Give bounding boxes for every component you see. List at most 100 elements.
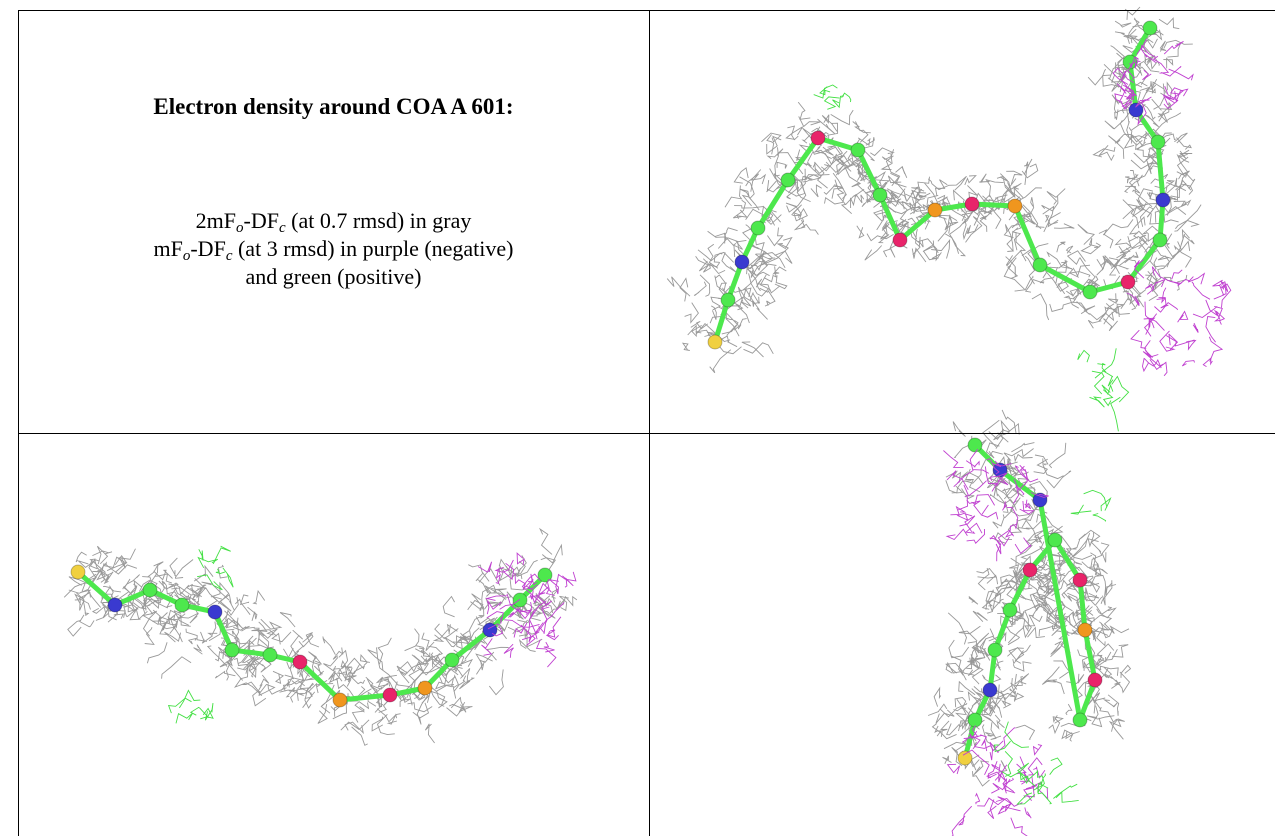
density-mesh: [1086, 588, 1102, 606]
difference-mesh-negative: [1182, 361, 1194, 366]
density-mesh: [1073, 534, 1086, 549]
density-mesh: [175, 560, 193, 579]
density-mesh: [742, 342, 764, 357]
difference-mesh-negative: [954, 470, 974, 486]
difference-mesh-negative: [1206, 317, 1216, 343]
atom: [383, 688, 397, 702]
atom: [418, 681, 432, 695]
difference-mesh-negative: [1171, 88, 1183, 98]
density-mesh: [1155, 113, 1181, 133]
density-mesh: [959, 682, 975, 695]
density-mesh: [1100, 707, 1117, 722]
density-mesh: [918, 239, 942, 260]
difference-mesh-negative: [535, 623, 544, 634]
density-mesh: [893, 208, 921, 215]
difference-mesh-negative: [999, 764, 1007, 782]
density-mesh: [241, 595, 249, 605]
density-mesh: [1090, 238, 1100, 247]
difference-mesh-positive: [842, 93, 851, 102]
density-mesh: [768, 149, 783, 159]
difference-mesh-negative: [548, 617, 561, 637]
difference-mesh-positive: [198, 558, 218, 568]
difference-mesh-negative: [982, 505, 998, 519]
figure-table: [0, 0, 1275, 836]
atom: [263, 648, 277, 662]
difference-mesh-positive: [1097, 364, 1106, 373]
density-mesh: [361, 655, 370, 665]
density-mesh: [734, 240, 747, 249]
text: -DF: [244, 208, 279, 233]
density-mesh: [148, 562, 164, 577]
density-mesh: [1047, 253, 1072, 269]
atom: [968, 438, 982, 452]
panel-title: Electron density around COA A 601:: [18, 94, 649, 120]
density-mesh: [725, 185, 742, 207]
density-mesh: [948, 613, 966, 645]
difference-mesh-negative: [1192, 282, 1210, 300]
density-mesh: [1008, 266, 1018, 279]
difference-mesh-negative: [547, 630, 559, 640]
density-mesh: [943, 756, 952, 764]
difference-mesh-negative: [1028, 758, 1042, 775]
density-mesh: [798, 102, 810, 119]
atom: [1121, 275, 1135, 289]
density-mesh: [969, 597, 978, 605]
density-mesh: [1111, 676, 1121, 688]
density-mesh: [209, 622, 218, 636]
atom: [1023, 563, 1037, 577]
density-mesh: [235, 678, 262, 695]
density-mesh: [542, 545, 562, 563]
density-mesh: [978, 568, 989, 590]
atom: [873, 188, 887, 202]
density-mesh: [1099, 145, 1114, 160]
density-mesh: [1094, 147, 1116, 157]
density-mesh: [76, 552, 87, 562]
density-mesh: [1013, 645, 1031, 664]
atom: [1073, 713, 1087, 727]
difference-mesh-positive: [1111, 397, 1121, 431]
difference-mesh-negative: [1142, 70, 1151, 80]
density-mesh: [1032, 294, 1049, 320]
density-mesh: [1022, 520, 1037, 540]
density-mesh: [982, 715, 999, 728]
difference-mesh-positive: [825, 97, 840, 109]
density-mesh: [751, 170, 765, 185]
density-mesh: [714, 252, 733, 262]
atom: [1083, 285, 1097, 299]
difference-mesh-positive: [1102, 370, 1113, 386]
atom: [708, 335, 722, 349]
density-mesh: [786, 203, 801, 220]
density-mesh: [786, 127, 802, 140]
density-mesh: [388, 715, 397, 724]
density-mesh: [733, 200, 745, 218]
atom: [928, 203, 942, 217]
bond: [1080, 580, 1085, 630]
density-mesh: [1154, 84, 1165, 110]
density-mesh: [1045, 680, 1065, 694]
density-mesh: [811, 185, 822, 197]
difference-mesh-positive: [1078, 350, 1090, 362]
density-mesh: [1067, 246, 1073, 253]
density-mesh: [855, 121, 868, 142]
atom: [811, 131, 825, 145]
density-mesh: [110, 586, 119, 600]
density-mesh: [1159, 18, 1179, 29]
density-mesh: [254, 591, 265, 604]
density-mesh: [97, 546, 107, 564]
density-mesh: [924, 251, 940, 259]
density-mesh: [1082, 553, 1096, 568]
difference-mesh-negative: [478, 562, 492, 572]
density-mesh: [476, 654, 493, 674]
density-mesh: [1057, 242, 1066, 252]
difference-mesh-negative: [1143, 350, 1158, 357]
atom: [293, 655, 307, 669]
density-mesh: [1163, 58, 1172, 68]
density-mesh: [1087, 716, 1114, 719]
density-mesh: [1049, 443, 1065, 468]
density-mesh: [1054, 224, 1074, 229]
density-mesh: [225, 611, 250, 631]
bond: [1158, 142, 1163, 200]
density-mesh: [949, 640, 969, 658]
density-mesh: [795, 218, 805, 229]
difference-mesh-negative: [958, 495, 967, 510]
